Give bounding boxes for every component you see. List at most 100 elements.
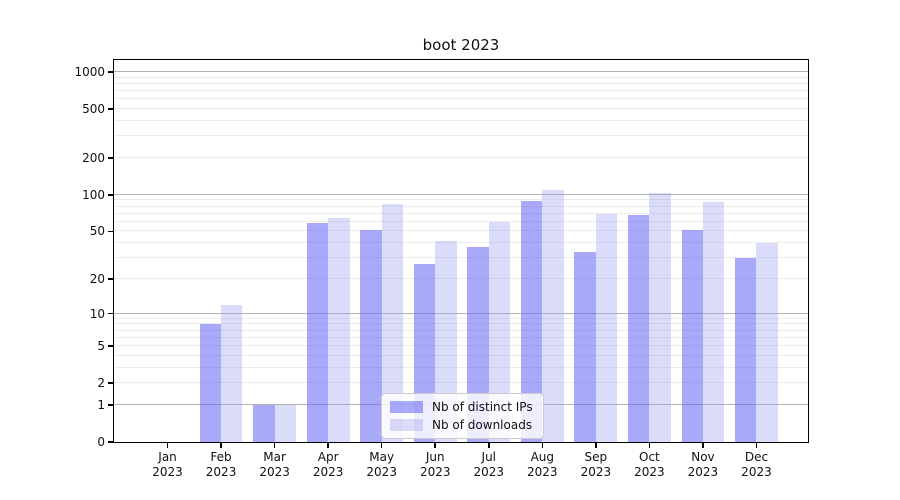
y-tick-label: 1000 [74,65,105,80]
bar-downloads [381,204,404,442]
x-tick-mark [220,443,222,448]
legend-label-distinct-ips: Nb of distinct IPs [432,400,533,414]
y-tick-label: 2 [97,376,105,391]
x-tick-label: Jan 2023 [152,450,183,479]
gridline-minor [114,382,808,384]
bar-distinct-ips [520,201,543,442]
y-tick-mark [107,345,113,347]
gridline-minor [114,98,808,100]
x-tick-label: Oct 2023 [634,450,665,479]
x-tick-mark [648,443,651,448]
gridline-minor [114,82,808,84]
gridline-minor [114,257,808,259]
y-tick-label: 10 [89,306,105,321]
x-tick-label: Dec 2023 [741,450,772,479]
gridline-minor [114,212,808,214]
x-tick-label: Jun 2023 [419,450,451,479]
gridline-minor [114,230,808,232]
bar-downloads [221,304,243,442]
y-tick-mark [107,312,113,315]
x-tick-mark [488,443,490,448]
y-tick-mark [107,404,113,406]
x-tick-mark [166,443,169,448]
gridline-minor [114,336,808,338]
gridline-minor [114,242,808,244]
y-tick-mark [107,278,113,280]
y-tick-mark [107,194,113,196]
x-tick-mark [595,443,597,448]
bar-distinct-ips [735,258,757,442]
legend-swatch-downloads [390,419,423,431]
chart-title: boot 2023 [422,36,500,54]
gridline-major [114,312,808,314]
x-tick-label: Jul 2023 [473,450,505,479]
bar-downloads [756,243,778,442]
bar-distinct-ips [253,404,275,442]
x-tick-mark [755,443,758,448]
bar-downloads [649,193,671,442]
bar-distinct-ips [199,324,222,442]
gridline-minor [114,90,808,92]
y-tick-mark [107,157,113,159]
x-tick-mark [434,443,436,448]
y-tick-label: 0 [97,435,105,449]
gridline-minor [114,157,808,159]
gridline-minor [114,345,808,347]
x-tick-mark [702,443,704,448]
gridline-minor [114,135,808,137]
y-tick-mark [107,108,113,110]
gridline-minor [114,329,808,331]
y-tick-mark [107,441,113,443]
gridline-minor [114,317,808,319]
x-tick-mark [327,443,329,448]
y-tick-mark [107,71,113,73]
gridline-minor [114,205,808,207]
x-tick-label: Mar 2023 [259,450,290,479]
plot-area: Jan 2023 Feb 2023 Mar 2023 Apr 2023 May 2023 Jun 20… [74,59,809,479]
x-tick-mark [541,443,544,448]
x-tick-label: Apr 2023 [312,450,344,479]
gridline-minor [114,220,808,222]
x-tick-label: Nov 2023 [687,450,719,479]
x-tick-label: Feb 2023 [205,450,237,479]
bar-distinct-ips [627,214,650,442]
legend-row-downloads: Nb of downloads [390,418,533,432]
bar-downloads [542,189,564,442]
x-tick-label: Sep 2023 [580,450,612,479]
y-tick-label: 500 [82,102,105,117]
legend-label-downloads: Nb of downloads [432,418,533,432]
gridline-major [114,71,808,73]
y-tick-label: 20 [89,271,105,286]
gridline-minor [114,199,808,201]
bar-distinct-ips [574,251,596,442]
legend-swatch-distinct-ips [390,401,423,413]
y-tick-label: 200 [82,151,105,166]
bar-downloads [488,221,511,442]
bar-downloads [328,217,350,442]
x-tick-mark [273,443,276,448]
bar-distinct-ips [360,230,382,442]
bar-downloads [435,240,457,442]
bar-distinct-ips [306,222,329,442]
bar-distinct-ips [681,230,703,442]
x-tick-mark [380,443,383,448]
y-tick-label: 50 [89,224,105,239]
gridline-minor [114,120,808,122]
gridline-minor [114,277,808,279]
x-tick-label: May 2023 [366,450,397,479]
x-tick-label: Aug 2023 [527,450,558,479]
legend-row-distinct-ips: Nb of distinct IPs [390,400,533,414]
gridline-minor [114,366,808,368]
y-tick-mark [107,230,113,233]
gridline-minor [114,354,808,356]
bar-downloads [702,202,725,442]
y-tick-label: 100 [82,187,105,202]
gridline-minor [114,323,808,325]
bar-downloads [595,213,618,442]
gridline-minor [114,76,808,78]
bar-downloads [274,404,296,442]
gridline-minor [114,108,808,110]
y-tick-label: 1 [97,397,105,412]
gridline-major [114,193,808,195]
